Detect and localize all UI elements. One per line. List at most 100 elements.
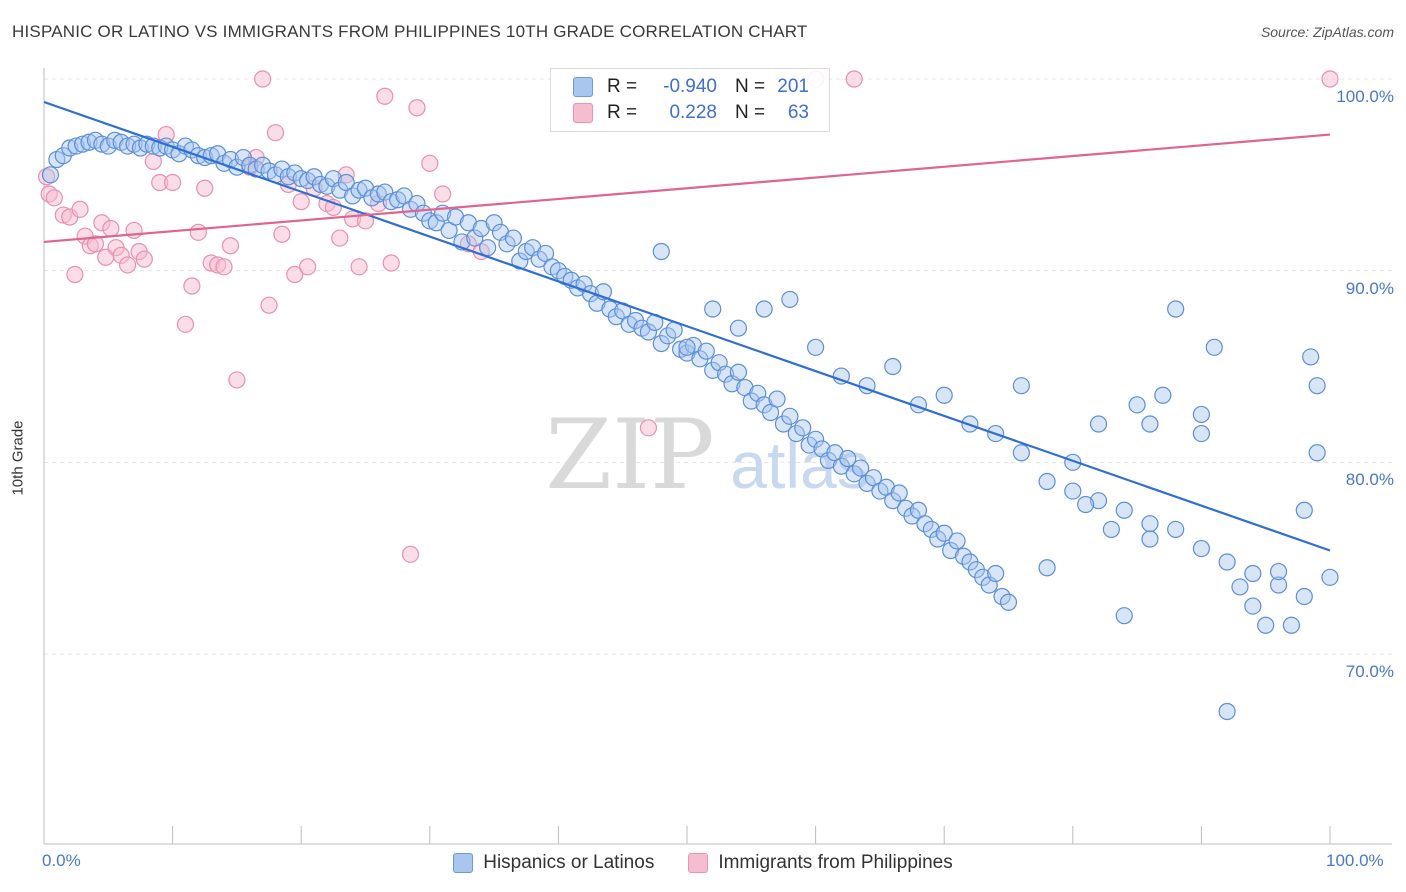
hispanic-point — [498, 235, 516, 253]
hispanic-point — [1308, 444, 1326, 462]
hispanic-point — [903, 507, 921, 525]
hispanic-point — [794, 419, 812, 437]
hispanic-point — [987, 564, 1005, 583]
philippines-point — [639, 419, 658, 437]
hispanic-point — [1269, 576, 1288, 594]
legend-item-philippines: Immigrants from Philippines — [688, 852, 953, 874]
philippines-point — [266, 124, 285, 142]
philippines-point — [176, 315, 195, 333]
hispanic-point — [954, 547, 973, 565]
philippines-point — [292, 193, 310, 211]
hispanic-point — [607, 308, 625, 326]
philippines-point — [286, 265, 304, 284]
philippines-point — [71, 200, 89, 218]
hispanic-point — [427, 214, 445, 232]
hispanic-point — [935, 524, 953, 542]
axes — [43, 68, 1392, 845]
hispanic-point — [659, 327, 677, 345]
hispanic-point — [948, 532, 966, 550]
philippines-point — [331, 229, 349, 247]
legend-swatch-pink — [573, 103, 593, 123]
hispanic-point — [1102, 520, 1120, 539]
trend-line-hispanic — [43, 100, 1331, 552]
hispanic-point — [369, 185, 387, 203]
hispanic-point — [1141, 415, 1159, 433]
hispanic-point — [787, 424, 805, 443]
hispanic-point — [1321, 568, 1339, 586]
hispanic-point — [99, 137, 117, 155]
legend-r-value: 0.228 — [669, 102, 717, 123]
hispanic-point — [1089, 415, 1108, 433]
hispanic-point — [1308, 377, 1326, 395]
philippines-point — [299, 258, 317, 276]
hispanic-point — [768, 390, 786, 408]
philippines-point — [102, 219, 120, 238]
hispanic-point — [67, 137, 85, 155]
hispanic-point — [376, 183, 394, 201]
philippines-point — [228, 371, 246, 389]
hispanic-point — [1077, 495, 1095, 514]
hispanic-point — [1115, 501, 1133, 519]
hispanic-point — [1282, 616, 1301, 634]
hispanic-point — [1205, 338, 1223, 356]
hispanic-point — [800, 436, 818, 454]
hispanic-point — [1192, 405, 1211, 424]
hispanic-point — [839, 449, 857, 468]
correlation-legend: R = -0.940 N = 201 R = 0.228 N = 63 — [550, 68, 830, 132]
hispanic-point — [652, 242, 670, 261]
hispanic-point — [1154, 386, 1172, 404]
hispanic-point — [530, 250, 548, 268]
hispanic-point — [61, 139, 79, 157]
legend-n-label: N = — [735, 102, 766, 123]
legend-swatch-blue — [453, 853, 474, 873]
hispanic-point — [1244, 564, 1262, 583]
hispanic-point — [1128, 396, 1146, 414]
hispanic-point — [639, 323, 658, 341]
hispanic-point — [549, 262, 568, 280]
hispanic-point — [1257, 616, 1275, 634]
hispanic-point — [781, 290, 799, 309]
y-tick-label-80: 80.0% — [1345, 470, 1394, 490]
philippines-point — [45, 189, 63, 207]
trend-line-philippines — [43, 133, 1331, 244]
philippines-point — [421, 154, 439, 172]
philippines-point — [196, 179, 214, 197]
legend-row-philippines: R = 0.228 N = 63 — [573, 101, 809, 125]
hispanic-point — [1141, 515, 1159, 533]
philippines-point — [215, 258, 233, 276]
watermark: ZIP atlas — [545, 399, 869, 511]
y-tick-label-90: 90.0% — [1345, 278, 1394, 298]
hispanic-point — [1192, 539, 1211, 558]
legend-label-hispanic: Hispanics or Latinos — [483, 852, 655, 873]
philippines-point — [183, 277, 201, 295]
hispanic-point — [1295, 587, 1313, 606]
legend-row-hispanic: R = -0.940 N = 201 — [573, 75, 809, 99]
source-label: Source: ZipAtlas.com — [1260, 24, 1394, 40]
x-tick-label-0: 0.0% — [42, 851, 81, 870]
philippines-point — [66, 265, 84, 284]
hispanic-point — [421, 212, 439, 230]
x-tick-label-100: 100.0% — [1326, 851, 1384, 870]
hispanic-point — [118, 137, 137, 155]
hispanic-point — [884, 357, 902, 376]
philippines-point — [135, 250, 153, 268]
hispanic-point — [832, 367, 850, 385]
hispanic-point — [806, 430, 825, 448]
hispanic-point — [1302, 348, 1320, 366]
hispanic-point — [716, 365, 735, 383]
hispanic-point — [755, 300, 773, 318]
philippines-point — [382, 254, 400, 272]
hispanic-point — [929, 530, 947, 548]
hispanic-point — [1012, 444, 1030, 462]
hispanic-point — [890, 484, 908, 502]
series-hispanic-points — [41, 131, 1339, 721]
hispanic-point — [845, 465, 863, 483]
hispanic-point — [1064, 482, 1082, 500]
philippines-point — [350, 258, 368, 276]
hispanic-point — [350, 181, 368, 199]
legend-n-value: 201 — [777, 76, 809, 97]
hispanic-point — [1231, 578, 1249, 596]
hispanic-point — [344, 187, 362, 205]
hispanic-point — [678, 338, 696, 356]
